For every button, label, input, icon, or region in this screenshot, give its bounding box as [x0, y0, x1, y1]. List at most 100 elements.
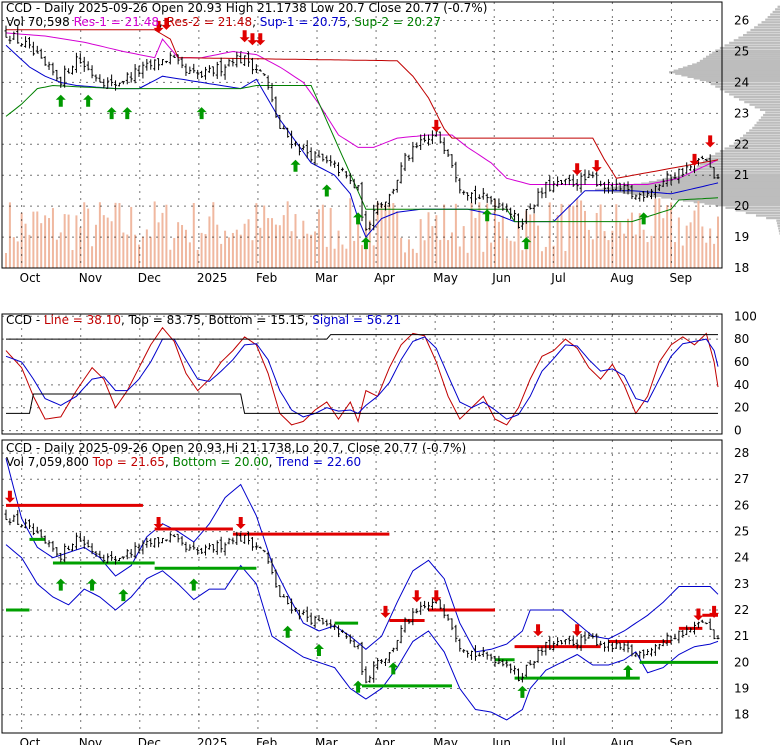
volume-profile-bar [738, 98, 780, 101]
down-arrow-marker [431, 119, 442, 132]
volume-bar [591, 239, 594, 268]
bands-legend-part: , [165, 455, 173, 469]
volume-bar [501, 215, 504, 268]
volume-bar [623, 233, 626, 268]
volume-bar [122, 232, 125, 268]
bands-y-tick-label: 18 [734, 708, 749, 722]
volume-bar [274, 224, 277, 268]
volume-bar [138, 244, 141, 268]
volume-profile-bar [776, 222, 780, 225]
volume-bar [419, 219, 422, 268]
bands-y-tick-label: 22 [734, 603, 749, 617]
price-x-tick-label: Jul [550, 271, 565, 285]
volume-bar [294, 214, 297, 268]
volume-profile-bar [696, 165, 780, 168]
volume-bar [677, 217, 680, 268]
up-arrow-marker [122, 107, 133, 120]
bands-y-tick-label: 23 [734, 577, 749, 591]
volume-bar [556, 215, 559, 268]
volume-bar [59, 232, 62, 268]
volume-profile-bar [669, 71, 780, 74]
volume-bar [509, 240, 512, 268]
down-arrow-marker [572, 163, 583, 176]
volume-bar [490, 242, 493, 268]
up-arrow-marker [290, 159, 301, 172]
volume-bar [255, 203, 258, 268]
volume-bar [200, 232, 203, 268]
volume-bar [443, 204, 446, 268]
volume-bar [486, 203, 489, 268]
volume-bar [165, 204, 168, 268]
volume-profile-bar [757, 23, 780, 26]
volume-bar [153, 201, 156, 268]
volume-bar [368, 220, 371, 268]
price-legend-part: Res-2 = 21.48 [167, 15, 252, 29]
volume-profile-bar [772, 10, 780, 14]
volume-bar [384, 204, 387, 268]
price-title: CCD - Daily 2025-09-26 Open 20.93 High 2… [6, 1, 487, 15]
price-x-tick-label: Sep [669, 271, 692, 285]
volume-bar [24, 223, 27, 268]
osc-y-tick-label: 60 [734, 355, 749, 369]
volume-bar [630, 212, 633, 268]
volume-bar [505, 238, 508, 268]
volume-profile-bar [738, 36, 780, 39]
bands-up-arrow [388, 662, 399, 675]
bands-down-arrow [153, 516, 164, 529]
volume-bar [587, 229, 590, 268]
volume-profile-bar [693, 168, 780, 171]
up-arrow-marker [196, 107, 207, 120]
volume-bar [709, 228, 712, 268]
volume-bar [130, 206, 133, 268]
volume-profile-bar [724, 44, 780, 47]
volume-profile-bar [777, 5, 780, 8]
volume-profile-bar [681, 74, 780, 77]
volume-bar [286, 201, 289, 268]
volume-bar [533, 213, 536, 268]
volume-bar [693, 210, 696, 268]
volume-bar [141, 236, 144, 268]
volume-profile-bar [761, 21, 780, 24]
volume-profile-bar [706, 80, 780, 83]
down-arrow-marker [247, 33, 258, 46]
osc-title-part: , Top = 83.75, Bottom = 15.15, [121, 313, 312, 327]
volume-bar [407, 239, 410, 268]
price-x-tick-label: Feb [256, 271, 277, 285]
volume-bar [48, 218, 51, 268]
volume-bar [380, 204, 383, 268]
volume-bar [83, 202, 86, 268]
bands-x-tick-label: Apr [374, 736, 395, 745]
price-title-part: CCD - Daily 2025-09-26 Open 20.93 High 2… [6, 1, 487, 15]
price-legend-part: Sup-1 = 20.75 [260, 15, 347, 29]
volume-profile-bar [693, 77, 780, 80]
volume-bar [314, 231, 317, 268]
volume-profile-bar [672, 176, 780, 179]
volume-bar [102, 215, 105, 268]
volume-bar [8, 202, 11, 268]
volume-bar [239, 234, 242, 268]
bands-panel: 18 19 20 21 22 23 24 25 26 27 28 Oct Nov Dec 2025 Feb Ma… [1, 439, 749, 745]
volume-bar [411, 248, 414, 268]
volume-bar [216, 224, 219, 268]
volume-profile-bar [766, 217, 780, 220]
bands-up-arrow [282, 625, 293, 638]
volume-profile-bar [690, 170, 780, 173]
volume-profile-bar [715, 85, 780, 88]
volume-bar [462, 226, 465, 268]
price-y-tick-label: 20 [734, 199, 749, 213]
volume-bar [357, 218, 360, 268]
price-x-tick-label: Dec [138, 271, 161, 285]
volume-bar [580, 200, 583, 268]
volume-bar [251, 240, 254, 268]
osc-y-tick-label: 20 [734, 401, 749, 415]
bands-y-tick-label: 28 [734, 446, 749, 460]
up-arrow-marker [360, 237, 371, 250]
price-y-tick-label: 24 [734, 75, 749, 89]
volume-bar [537, 225, 540, 268]
volume-bar [134, 234, 137, 268]
volume-bar [55, 239, 58, 268]
volume-bar [603, 231, 606, 268]
up-arrow-marker [83, 94, 94, 107]
bands-down-arrow [709, 605, 720, 618]
volume-bar [361, 245, 363, 268]
